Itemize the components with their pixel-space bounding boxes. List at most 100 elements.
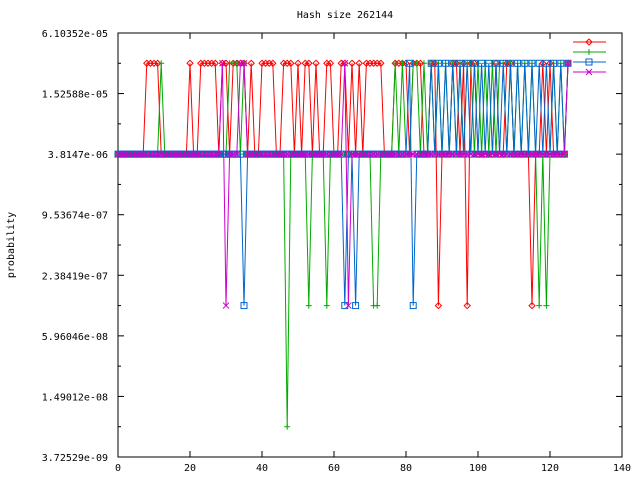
data-point-marker <box>402 59 410 67</box>
data-point-marker <box>374 302 381 309</box>
data-point-marker <box>392 60 399 67</box>
data-point-marker <box>536 302 543 309</box>
data-point-marker <box>305 302 312 309</box>
data-point-marker <box>355 59 363 67</box>
plot-frame <box>117 32 623 458</box>
data-point-marker <box>521 59 529 67</box>
data-point-marker <box>158 60 165 67</box>
data-point-marker <box>219 59 226 67</box>
data-point-marker <box>416 59 425 67</box>
data-point-marker <box>406 59 414 67</box>
data-point-marker <box>470 59 478 67</box>
data-point-marker <box>535 59 543 67</box>
data-point-marker <box>586 49 592 55</box>
data-point-marker <box>409 302 417 310</box>
data-point-marker <box>528 301 536 310</box>
x-tick-label: 40 <box>256 463 268 474</box>
data-point-marker <box>427 59 435 67</box>
data-point-marker <box>284 423 291 430</box>
data-point-marker <box>456 59 464 67</box>
x-tick-label: 100 <box>469 463 487 474</box>
data-point-marker <box>233 150 241 158</box>
data-point-marker <box>585 38 593 46</box>
data-point-marker <box>341 59 349 67</box>
data-point-marker <box>233 60 240 67</box>
data-point-marker <box>377 59 385 67</box>
legend-entry-2 <box>573 58 606 66</box>
data-point-marker <box>186 59 194 67</box>
x-tick-label: 120 <box>541 463 559 474</box>
data-point-marker <box>506 59 514 67</box>
data-point-marker <box>489 60 496 67</box>
data-point-marker <box>434 59 442 67</box>
data-point-marker <box>442 59 450 67</box>
y-tick-label: 3.8147e-06 <box>48 150 108 161</box>
data-point-marker <box>514 59 522 67</box>
data-point-marker <box>543 302 550 309</box>
y-tick-label: 3.72529e-09 <box>42 453 108 464</box>
data-point-marker <box>153 59 162 67</box>
data-point-marker <box>585 58 593 66</box>
y-tick-label: 5.96046e-08 <box>42 332 108 343</box>
y-tick-label: 1.52588e-05 <box>42 90 108 101</box>
data-series-line <box>118 62 569 306</box>
data-point-marker <box>452 59 461 67</box>
data-series-3 <box>114 59 572 309</box>
y-axis-label: probability <box>6 212 17 278</box>
data-point-marker <box>240 302 248 310</box>
data-point-marker <box>546 59 554 67</box>
data-point-marker <box>528 59 536 67</box>
data-point-marker <box>463 59 471 67</box>
data-point-marker <box>413 60 420 67</box>
legend <box>573 38 606 76</box>
data-point-marker <box>482 60 489 67</box>
data-point-marker <box>475 60 481 67</box>
data-point-marker <box>215 150 223 158</box>
data-point-marker <box>269 59 277 67</box>
x-tick-label: 0 <box>115 463 121 474</box>
x-tick-label: 140 <box>613 463 631 474</box>
data-point-marker <box>312 59 320 67</box>
y-tick-label: 1.49012e-08 <box>42 392 108 403</box>
series-layer <box>114 59 572 430</box>
data-point-marker <box>431 59 439 67</box>
data-point-marker <box>348 59 356 67</box>
y-tick-label: 6.10352e-05 <box>42 29 108 40</box>
y-tick-label: 9.53674e-07 <box>42 211 108 222</box>
data-point-marker <box>459 59 468 67</box>
data-point-marker <box>352 302 360 310</box>
axes: 0 20 40 60 80 100 120 140 6.10352e-05 1.52588e-05… <box>42 29 631 474</box>
x-tick-label: 20 <box>184 463 196 474</box>
data-point-marker <box>478 59 486 67</box>
data-point-marker <box>539 59 547 67</box>
data-point-marker <box>337 150 345 158</box>
legend-entry-0 <box>573 38 606 46</box>
data-point-marker <box>345 302 352 309</box>
legend-entry-3 <box>573 68 606 76</box>
data-point-marker <box>585 68 593 76</box>
data-point-marker <box>294 59 302 67</box>
data-point-marker <box>542 59 550 67</box>
x-tick-label: 60 <box>328 463 340 474</box>
data-point-marker <box>550 59 558 67</box>
data-point-marker <box>326 59 335 67</box>
data-point-marker <box>485 59 493 67</box>
data-point-marker <box>561 150 568 158</box>
data-point-marker <box>434 301 443 310</box>
y-tick-label: 2.38419e-07 <box>42 271 108 282</box>
data-point-marker <box>323 302 330 309</box>
data-point-marker <box>222 302 230 309</box>
data-point-marker <box>240 59 248 67</box>
data-point-marker <box>557 59 565 67</box>
data-point-marker <box>492 59 500 67</box>
data-point-marker <box>449 59 457 67</box>
data-point-marker <box>305 59 313 67</box>
data-point-marker <box>211 59 219 67</box>
data-point-marker <box>421 60 427 67</box>
legend-entry-1 <box>573 49 606 55</box>
chart-title: Hash size 262144 <box>297 10 393 21</box>
data-point-marker <box>287 59 295 67</box>
data-point-marker <box>499 59 507 67</box>
data-point-marker <box>564 59 572 67</box>
